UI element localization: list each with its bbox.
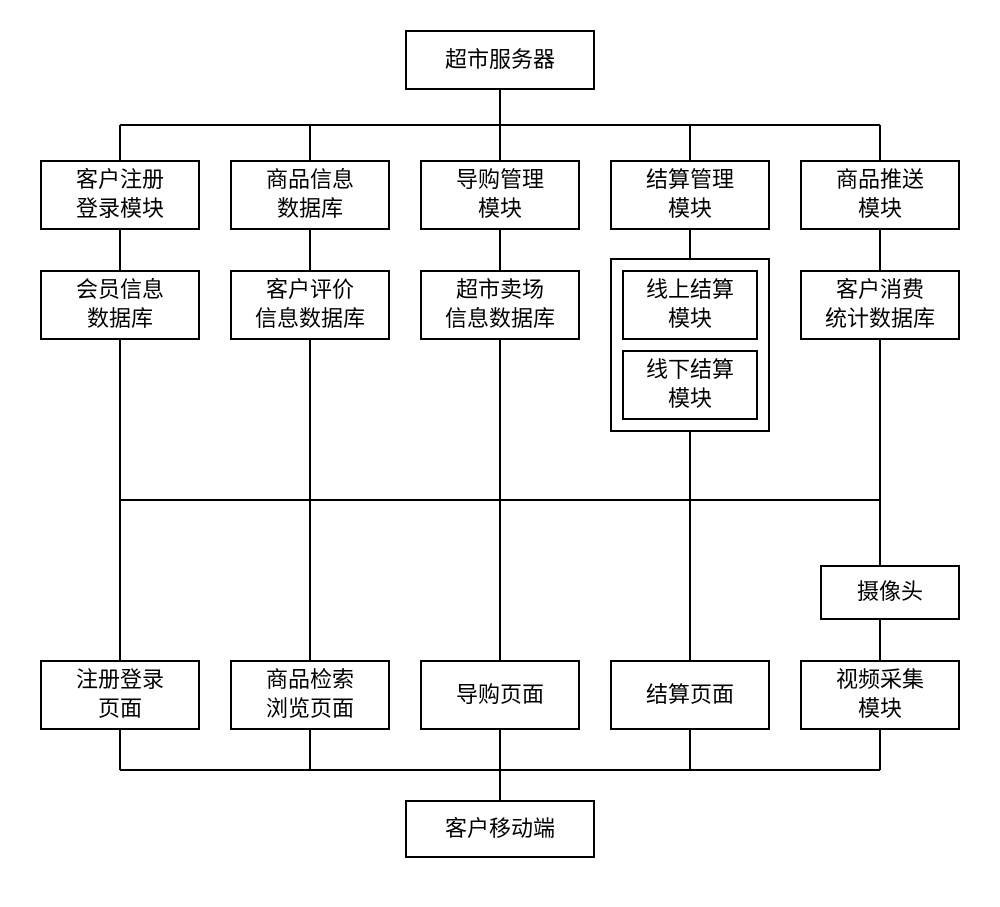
node-cam-label: 摄像头 (857, 578, 923, 607)
node-d2-label: 客户评价 信息数据库 (255, 276, 365, 333)
node-d4-online-label: 线上结算 模块 (646, 276, 734, 333)
node-client-mobile: 客户移动端 (405, 800, 595, 858)
node-product-browse-page: 商品检索 浏览页面 (230, 660, 390, 730)
node-settlement-mgmt: 结算管理 模块 (610, 160, 770, 230)
node-product-info-db: 商品信息 数据库 (230, 160, 390, 230)
node-d3-label: 超市卖场 信息数据库 (445, 276, 555, 333)
node-member-db: 会员信息 数据库 (40, 270, 200, 340)
node-d5-label: 客户消费 统计数据库 (825, 276, 935, 333)
node-p2-label: 商品检索 浏览页面 (266, 666, 354, 723)
node-s2-label: 商品信息 数据库 (266, 166, 354, 223)
node-register-login-page: 注册登录 页面 (40, 660, 200, 730)
node-p3-label: 导购页面 (456, 681, 544, 710)
node-p4-label: 结算页面 (646, 681, 734, 710)
node-s4-label: 结算管理 模块 (646, 166, 734, 223)
node-store-info-db: 超市卖场 信息数据库 (420, 270, 580, 340)
diagram-canvas: 超市服务器 客户注册 登录模块 商品信息 数据库 导购管理 模块 结算管理 模块… (0, 0, 1000, 907)
node-camera: 摄像头 (820, 565, 960, 620)
node-guide-page: 导购页面 (420, 660, 580, 730)
node-d4-offline-label: 线下结算 模块 (646, 356, 734, 413)
node-s3-label: 导购管理 模块 (456, 166, 544, 223)
node-p1-label: 注册登录 页面 (76, 666, 164, 723)
edges-layer (0, 0, 1000, 907)
node-root-label: 超市服务器 (445, 46, 555, 75)
node-consumption-stats-db: 客户消费 统计数据库 (800, 270, 960, 340)
node-guide-mgmt: 导购管理 模块 (420, 160, 580, 230)
node-mobile-label: 客户移动端 (445, 815, 555, 844)
node-product-push: 商品推送 模块 (800, 160, 960, 230)
node-video-capture: 视频采集 模块 (800, 660, 960, 730)
node-review-db: 客户评价 信息数据库 (230, 270, 390, 340)
node-root: 超市服务器 (405, 30, 595, 90)
node-s5-label: 商品推送 模块 (836, 166, 924, 223)
node-online-settlement: 线上结算 模块 (622, 270, 758, 340)
node-s1-label: 客户注册 登录模块 (76, 166, 164, 223)
node-p5-label: 视频采集 模块 (836, 666, 924, 723)
node-offline-settlement: 线下结算 模块 (622, 350, 758, 420)
node-settlement-page: 结算页面 (610, 660, 770, 730)
node-customer-register-login: 客户注册 登录模块 (40, 160, 200, 230)
node-d1-label: 会员信息 数据库 (76, 276, 164, 333)
